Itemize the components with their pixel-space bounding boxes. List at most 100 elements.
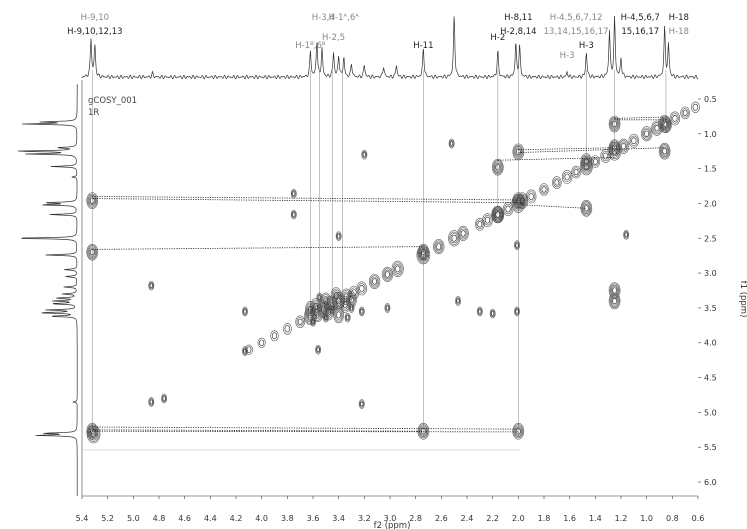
diagonal-peak	[381, 266, 394, 282]
contour-ring	[493, 208, 502, 221]
x-tick-label: 5.2	[101, 514, 114, 523]
contour-ring	[417, 243, 430, 261]
contour-ring	[515, 308, 519, 314]
diagonal-peak	[641, 126, 653, 142]
cross-peak	[242, 346, 248, 356]
x-tick-label: 5.4	[76, 514, 89, 523]
diagonal-peak	[369, 273, 381, 289]
cross-peak	[86, 192, 99, 209]
contour-ring	[661, 146, 668, 156]
contour-ring	[420, 247, 427, 257]
contour-ring	[644, 130, 650, 137]
contour-ring	[669, 111, 681, 126]
contour-ring	[419, 246, 428, 258]
contour-ring	[552, 176, 562, 189]
contour-ring	[512, 422, 525, 440]
contour-ring	[455, 297, 461, 305]
contour-ring	[383, 269, 391, 280]
contour-ring	[492, 207, 504, 222]
contour-ring	[291, 190, 296, 198]
peak-label: H-3	[560, 51, 575, 61]
contour-ring	[149, 399, 153, 405]
contour-ring	[391, 260, 404, 278]
contour-ring	[349, 296, 354, 304]
contour-ring	[385, 271, 390, 278]
contour-ring	[450, 233, 458, 244]
contour-ring	[323, 297, 329, 305]
contour-ring	[620, 141, 628, 151]
contour-ring	[592, 158, 598, 165]
contour-ring	[608, 115, 621, 133]
contour-ring	[527, 191, 536, 202]
cross-peak	[516, 192, 528, 209]
contour-ring	[457, 225, 469, 241]
x-tick-label: 1.8	[538, 514, 551, 523]
diagonal-peak	[457, 225, 469, 241]
peak-label: H-2,5	[322, 33, 345, 43]
contour-ring	[346, 315, 350, 321]
cross-peak	[512, 143, 525, 161]
contour-ring	[516, 428, 521, 435]
contour-ring	[572, 167, 580, 177]
peak-label-line2: H-18	[669, 27, 689, 37]
cross-peak	[348, 303, 355, 313]
peak-label-line2: H-9,10,12,13	[67, 27, 122, 37]
y-tick-label: 2.0	[704, 199, 717, 208]
contour-ring	[290, 209, 297, 220]
contour-ring	[513, 424, 524, 439]
contour-ring	[329, 303, 336, 313]
contour-ring	[476, 306, 483, 317]
contour-ring	[362, 152, 366, 158]
cross-peak	[242, 306, 248, 317]
contour-ring	[316, 347, 320, 353]
contour-ring	[436, 243, 442, 250]
contour-ring	[242, 347, 248, 355]
diagonal-peak	[482, 213, 493, 228]
contour-ring	[583, 203, 590, 213]
contour-ring	[513, 144, 524, 159]
contour-ring	[333, 293, 345, 309]
contour-ring	[621, 143, 626, 150]
cross-peak	[315, 344, 322, 355]
contour-ring	[514, 146, 523, 158]
contour-ring	[654, 125, 660, 132]
contour-ring	[296, 317, 304, 327]
cross-peak	[329, 303, 336, 313]
dataset-name: gCOSY_001	[88, 96, 137, 106]
diagonal-peak	[590, 155, 601, 168]
contour-ring	[448, 138, 455, 149]
x-tick-label: 4.0	[255, 514, 268, 523]
contour-ring	[358, 306, 365, 317]
contour-ring	[311, 304, 323, 321]
contour-ring	[582, 155, 591, 168]
contour-ring	[357, 283, 366, 294]
cross-peak	[608, 292, 621, 310]
contour-ring	[629, 135, 638, 146]
contour-ring	[88, 194, 97, 207]
contour-ring	[660, 116, 672, 134]
contour-ring	[515, 147, 522, 157]
contour-ring	[518, 194, 527, 207]
cross-peak	[623, 229, 630, 240]
contour-ring	[330, 304, 335, 312]
contour-ring	[475, 218, 485, 231]
contour-ring	[315, 344, 322, 355]
contour-ring	[681, 108, 689, 118]
contour-ring	[448, 230, 461, 247]
contour-ring	[416, 245, 431, 265]
contour-ring	[381, 266, 394, 282]
contour-ring	[581, 201, 592, 216]
contour-ring	[489, 308, 496, 319]
contour-ring	[641, 126, 653, 142]
contour-ring	[660, 145, 669, 157]
diagonal-peak	[305, 301, 316, 318]
contour-ring	[680, 106, 690, 120]
contour-ring	[322, 295, 330, 307]
contour-ring	[623, 229, 630, 240]
contour-ring	[540, 184, 548, 195]
contour-ring	[331, 288, 341, 303]
contour-ring	[86, 192, 99, 209]
contour-ring	[270, 330, 279, 342]
y-tick-label: 1.0	[704, 130, 717, 139]
correlation-line	[518, 147, 615, 151]
